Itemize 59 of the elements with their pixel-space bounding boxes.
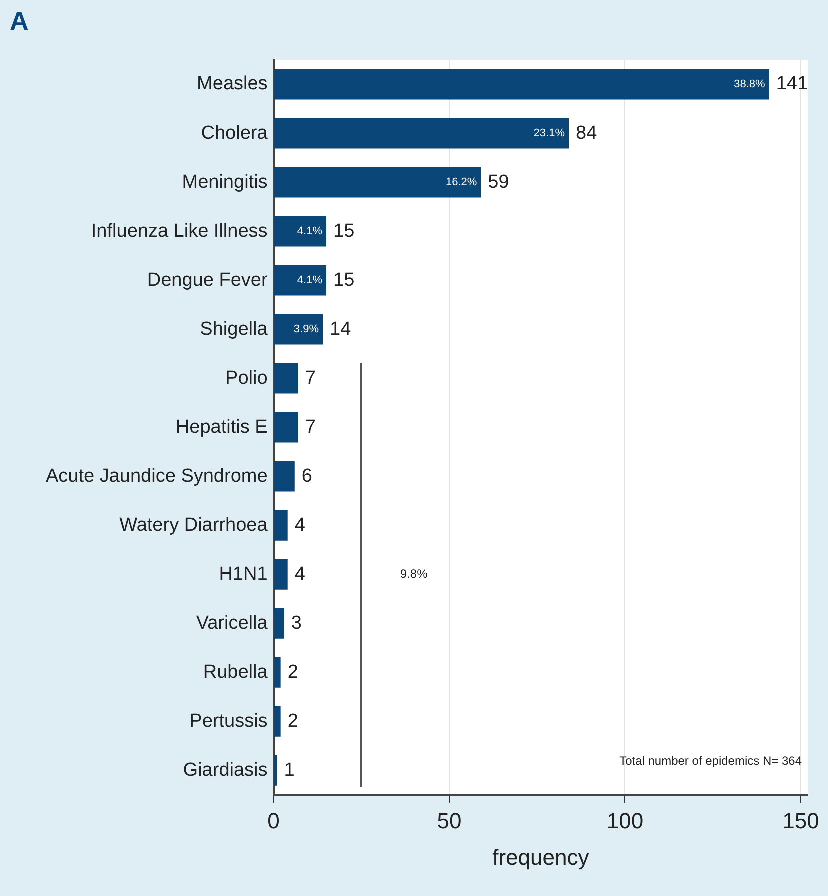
y-tick-label: Pertussis [190, 710, 268, 732]
annotation: 23.1% [534, 128, 566, 140]
data-label: 7 [305, 368, 316, 389]
y-tick-label: Meningitis [182, 172, 268, 193]
bar [274, 363, 298, 394]
bar [274, 118, 570, 149]
x-tick-label: 0 [268, 808, 280, 834]
bar [274, 216, 327, 247]
annotation: 4.1% [297, 274, 323, 287]
x-tick-label: 150 [782, 808, 820, 834]
data-label: 4 [294, 564, 306, 585]
data-label: 4 [294, 514, 306, 536]
data-label: 141 [776, 74, 808, 95]
bar [274, 706, 281, 737]
data-label: 15 [334, 220, 355, 242]
y-tick-label: Shigella [200, 318, 268, 340]
data-label: 1 [284, 760, 295, 781]
annotation: 4.1% [297, 226, 323, 238]
y-tick-label: Hepatitis E [176, 416, 268, 438]
x-axis-title: frequency [492, 844, 590, 870]
x-tick-label: 50 [437, 808, 462, 834]
text: A [10, 6, 29, 37]
y-tick-label: Influenza Like Illness [91, 220, 268, 242]
y-tick-label: Cholera [201, 122, 268, 144]
data-label: 2 [288, 710, 298, 732]
bar [274, 608, 284, 639]
data-label: 2 [288, 662, 298, 683]
y-tick-label: Varicella [196, 612, 268, 634]
bar [274, 461, 295, 492]
y-tick-label: Acute Jaundice Syndrome [46, 466, 268, 487]
y-tick-label: Watery Diarrhoea [120, 514, 268, 536]
data-label: 84 [576, 122, 598, 144]
bar [274, 265, 327, 296]
data-label: 59 [488, 172, 510, 193]
annotation: 38.8% [734, 78, 766, 91]
data-label: 15 [334, 270, 355, 291]
bar [274, 412, 298, 443]
y-tick-label: Polio [226, 368, 268, 389]
bar [274, 559, 288, 590]
x-tick-label: 100 [606, 808, 644, 834]
bar [274, 167, 482, 198]
data-label: 6 [302, 466, 312, 487]
annotation: Total number of epidemics N= 364 [620, 754, 802, 768]
bar [274, 756, 278, 786]
bar [274, 657, 281, 688]
y-tick-label: Rubella [203, 662, 268, 683]
data-label: 14 [330, 318, 352, 340]
annotation: 16.2% [446, 176, 478, 189]
y-tick-label: H1N1 [219, 564, 268, 585]
bar [274, 69, 770, 100]
data-label: 3 [291, 612, 302, 634]
bar [274, 510, 288, 541]
annotation: 9.8% [400, 566, 428, 581]
data-label: 7 [305, 416, 316, 438]
annotation: 3.9% [294, 324, 320, 336]
y-tick-label: Measles [197, 74, 268, 95]
y-tick-label: Giardiasis [183, 760, 268, 781]
bar [274, 314, 323, 345]
y-tick-label: Dengue Fever [147, 270, 268, 291]
